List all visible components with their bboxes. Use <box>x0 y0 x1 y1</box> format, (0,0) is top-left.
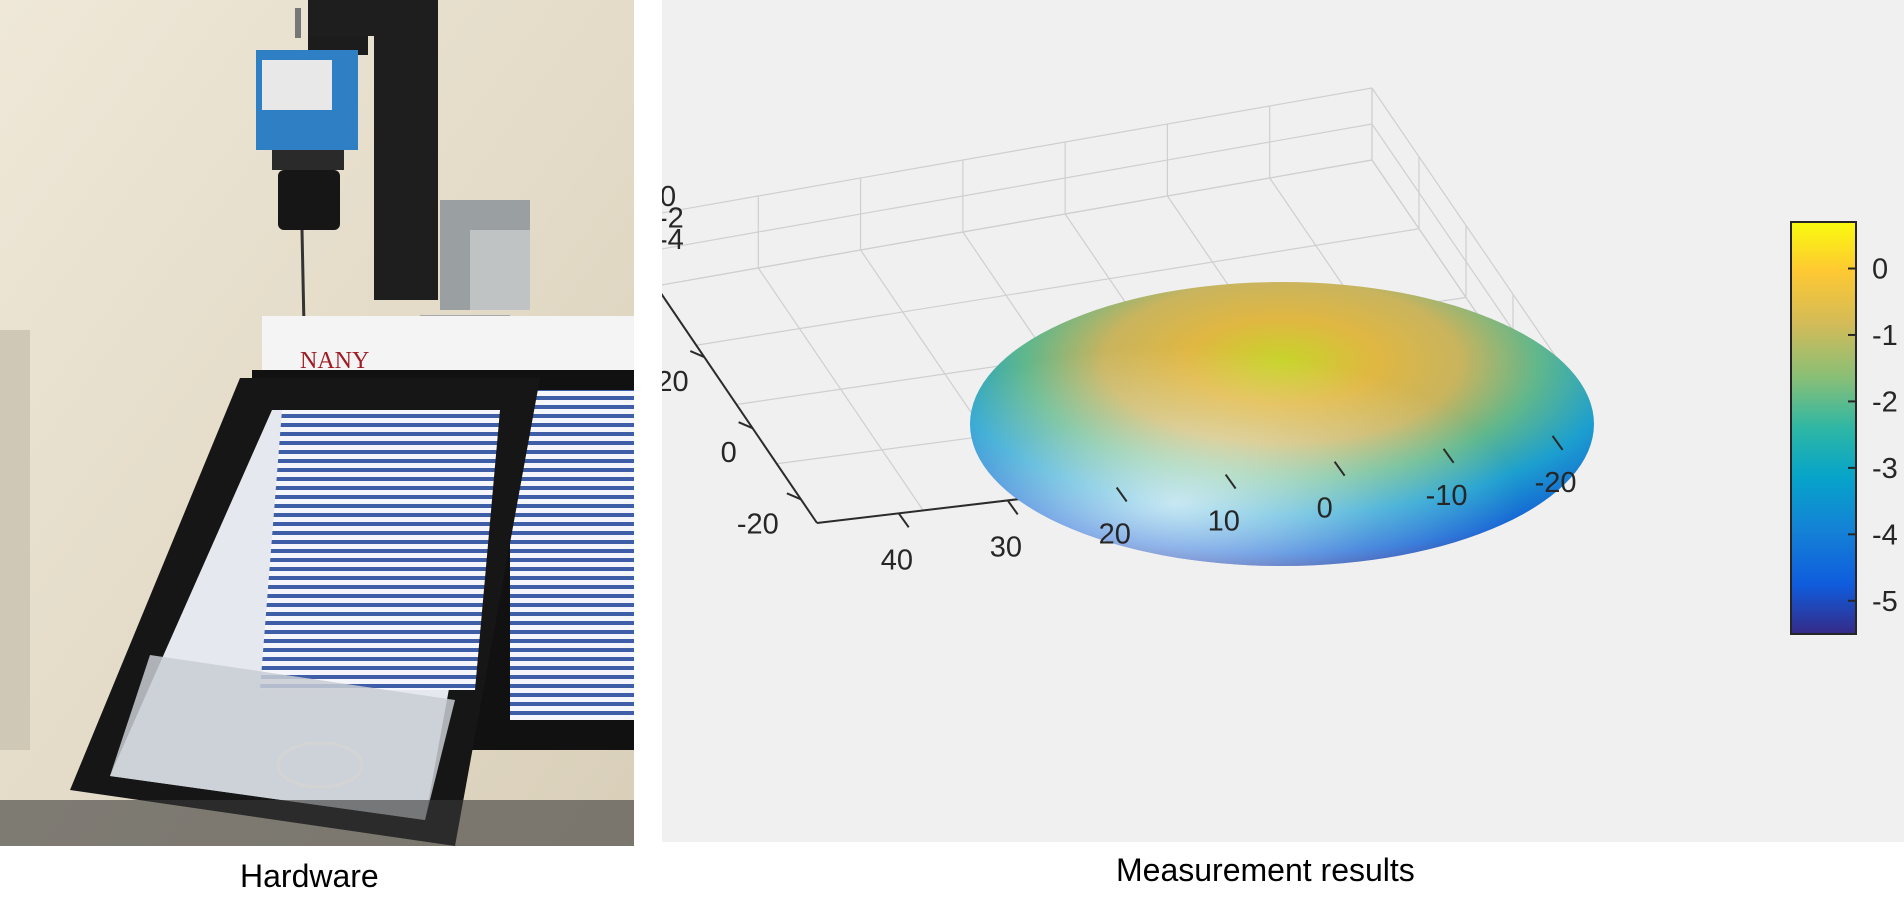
y-tick-label: 20 <box>662 366 689 398</box>
colorbar-gradient <box>1790 221 1857 635</box>
colorbar-tick-label: -4 <box>1872 519 1898 551</box>
colorbar-tick-label: -5 <box>1872 586 1898 618</box>
x-tick-label: 40 <box>881 544 913 576</box>
z-tick-label: -2 <box>662 203 684 235</box>
x-tick-label: 0 <box>1317 493 1333 525</box>
y-axis-ticks: 20 0 -20 <box>662 350 802 540</box>
x-axis-ticks: 40 30 20 10 0 -10 -20 <box>881 435 1577 576</box>
x-tick-label: 10 <box>1208 506 1240 538</box>
z-axis-ticks: 0-2-4 <box>662 181 684 256</box>
colorbar-tick-label: -2 <box>1872 386 1898 418</box>
y-tick-label: -20 <box>737 508 779 540</box>
colorbar-tick-label: -1 <box>1872 320 1898 352</box>
hardware-photo: NANY <box>0 0 634 846</box>
camera <box>256 8 358 376</box>
x-tick-label: -10 <box>1426 480 1468 512</box>
z-tick-label: 0 <box>662 181 676 213</box>
colorbar: 0 -1 -2 -3 -4 -5 <box>1790 221 1898 635</box>
surface-highlight <box>970 282 1594 566</box>
logo-text: NANY <box>300 348 369 374</box>
colorbar-tick-label: -3 <box>1872 453 1898 485</box>
hardware-caption: Hardware <box>240 858 379 894</box>
x-tick-label: 20 <box>1099 519 1131 551</box>
z-tick-label: -4 <box>662 224 684 256</box>
y-tick-label: 0 <box>721 437 737 469</box>
colorbar-tick-label: 0 <box>1872 254 1888 286</box>
colorbar-ticks: 0 -1 -2 -3 -4 -5 <box>1848 254 1898 618</box>
results-caption: Measurement results <box>1116 852 1415 888</box>
x-tick-label: -20 <box>1535 467 1577 499</box>
x-tick-label: 30 <box>990 531 1022 563</box>
